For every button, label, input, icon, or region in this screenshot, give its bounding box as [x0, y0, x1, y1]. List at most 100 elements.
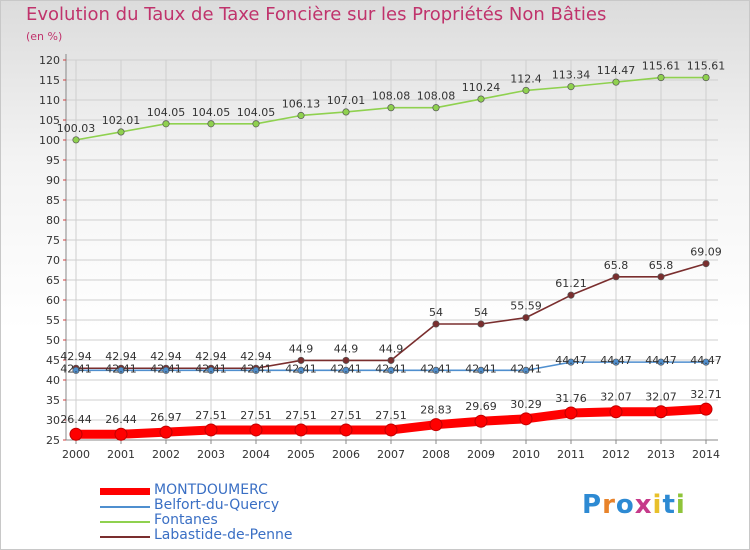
data-point — [477, 366, 485, 374]
y-tick-labels: 25 30 35 40 45 50 55 60 65 70 75 80 85 90 95 100 105 110 1… — [39, 54, 60, 447]
y-tick-label: 110 — [39, 94, 60, 107]
data-point — [654, 405, 668, 419]
data-label: 54 — [474, 306, 488, 319]
y-tick-label: 105 — [39, 114, 60, 127]
x-tick-label: 2010 — [512, 448, 540, 461]
data-label: 106.13 — [282, 97, 321, 110]
data-label: 42.41 — [375, 362, 407, 375]
data-label: 44.9 — [289, 342, 314, 355]
logo-letter: o — [615, 490, 635, 520]
data-point — [72, 366, 80, 374]
data-point — [207, 120, 215, 128]
y-tick-label: 35 — [46, 394, 60, 407]
legend-label: MONTDOUMERC — [154, 482, 268, 498]
x-tick-label: 2001 — [107, 448, 135, 461]
data-point — [162, 120, 170, 128]
grid-lines — [66, 59, 718, 441]
x-tick-label: 2003 — [197, 448, 225, 461]
unit-label: (en %) — [26, 30, 63, 43]
data-point — [252, 120, 260, 128]
data-point — [69, 427, 83, 441]
data-label: 42.41 — [60, 362, 92, 375]
legend-swatch — [100, 488, 150, 495]
data-label: 100.03 — [57, 122, 96, 135]
data-label: 26.44 — [105, 413, 137, 426]
series-lines — [69, 74, 713, 441]
data-label: 27.51 — [240, 409, 272, 422]
data-label: 44.9 — [379, 342, 404, 355]
data-label: 102.01 — [102, 114, 141, 127]
data-label: 32.07 — [600, 391, 632, 404]
data-point — [159, 425, 173, 439]
logo-letter: i — [675, 490, 686, 520]
data-label: 42.94 — [240, 350, 272, 363]
data-label: 42.41 — [465, 362, 497, 375]
x-tick-labels: 2000 2001 2002 2003 2004 2005 2006 2007 2008 2009… — [62, 448, 720, 461]
data-point — [207, 366, 215, 374]
data-point — [339, 423, 353, 437]
y-tick-label: 75 — [46, 234, 60, 247]
y-tick-label: 55 — [46, 314, 60, 327]
data-point — [702, 358, 710, 366]
data-point — [519, 412, 533, 426]
x-tick-label: 2012 — [602, 448, 630, 461]
y-tick-label: 60 — [46, 294, 60, 307]
data-label: 26.44 — [60, 413, 92, 426]
data-labels: 26.44 26.44 26.97 27.51 27.51 27.51 27.51 27.51… — [57, 60, 726, 427]
y-tick-label: 90 — [46, 174, 60, 187]
data-label: 42.41 — [195, 362, 227, 375]
data-point — [387, 366, 395, 374]
data-point — [522, 366, 530, 374]
logo-letter: x — [634, 490, 653, 520]
data-point — [342, 108, 350, 116]
data-point — [117, 366, 125, 374]
data-point — [612, 273, 620, 281]
data-label: 113.34 — [552, 69, 591, 82]
data-label: 42.94 — [105, 350, 137, 363]
logo-letter: t — [662, 490, 676, 520]
data-label: 55.59 — [510, 300, 542, 313]
data-label: 69.09 — [690, 246, 722, 259]
data-label: 42.94 — [60, 350, 92, 363]
data-point — [657, 74, 665, 82]
legend-swatch — [100, 521, 150, 523]
data-label: 115.61 — [642, 60, 681, 73]
data-label: 114.47 — [597, 64, 636, 77]
y-tick-label: 85 — [46, 194, 60, 207]
x-tick-label: 2008 — [422, 448, 450, 461]
data-point — [477, 320, 485, 328]
data-point — [342, 366, 350, 374]
data-label: 29.69 — [465, 400, 497, 413]
x-tick-label: 2013 — [647, 448, 675, 461]
data-label: 61.21 — [555, 277, 587, 290]
proxiti-logo: Proxiti — [582, 490, 686, 520]
data-point — [342, 356, 350, 364]
data-label: 42.41 — [105, 362, 137, 375]
data-point — [294, 423, 308, 437]
x-tick-label: 2006 — [332, 448, 360, 461]
data-point — [699, 402, 713, 416]
y-tick-label: 100 — [39, 134, 60, 147]
data-point — [249, 423, 263, 437]
x-tick-label: 2007 — [377, 448, 405, 461]
data-point — [612, 358, 620, 366]
data-label: 27.51 — [285, 409, 317, 422]
legend-label: Belfort-du-Quercy — [154, 497, 280, 513]
y-tick-label: 40 — [46, 374, 60, 387]
data-point — [297, 366, 305, 374]
logo-letter: r — [602, 490, 616, 520]
data-point — [162, 366, 170, 374]
data-label: 44.9 — [334, 342, 359, 355]
data-point — [432, 366, 440, 374]
data-point — [567, 291, 575, 299]
x-tick-label: 2009 — [467, 448, 495, 461]
data-point — [252, 366, 260, 374]
data-point — [429, 418, 443, 432]
y-tick-label: 25 — [46, 434, 60, 447]
chart-title: Evolution du Taux de Taxe Foncière sur l… — [26, 4, 607, 25]
data-point — [384, 423, 398, 437]
data-label: 42.41 — [150, 362, 182, 375]
legend-label: Fontanes — [154, 512, 218, 528]
